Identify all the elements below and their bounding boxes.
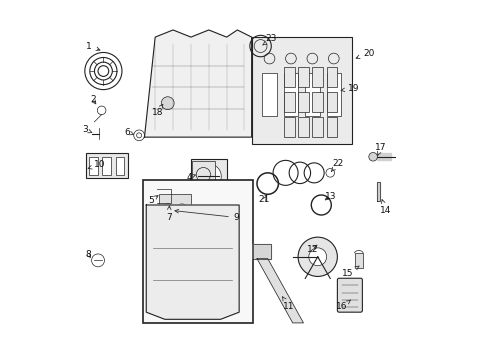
FancyBboxPatch shape (251, 37, 351, 144)
Text: 9: 9 (175, 210, 239, 222)
Polygon shape (253, 244, 271, 258)
FancyBboxPatch shape (85, 153, 128, 178)
Circle shape (196, 164, 221, 189)
Bar (142, 180, 253, 323)
Circle shape (298, 237, 337, 276)
Bar (298, 93, 308, 112)
Text: 11: 11 (282, 297, 294, 311)
Text: 2: 2 (90, 95, 96, 104)
Text: 19: 19 (340, 84, 359, 93)
Polygon shape (376, 153, 390, 160)
Polygon shape (146, 205, 239, 319)
Circle shape (220, 215, 229, 224)
Text: 13: 13 (324, 192, 335, 201)
FancyBboxPatch shape (337, 278, 362, 312)
FancyBboxPatch shape (192, 161, 214, 188)
Bar (283, 73, 298, 116)
FancyBboxPatch shape (159, 194, 190, 226)
FancyBboxPatch shape (190, 158, 226, 194)
Circle shape (156, 294, 164, 302)
Circle shape (368, 153, 377, 161)
Text: 3: 3 (82, 126, 92, 135)
Text: 1: 1 (86, 41, 100, 50)
Text: 7: 7 (165, 206, 171, 222)
Text: 5: 5 (148, 195, 158, 205)
Text: 23: 23 (262, 35, 276, 45)
Text: 8: 8 (85, 250, 91, 259)
Text: 10: 10 (88, 161, 105, 170)
Text: 20: 20 (355, 49, 374, 59)
Circle shape (308, 248, 326, 266)
Text: 22: 22 (331, 159, 343, 171)
Bar (283, 67, 294, 87)
Circle shape (161, 97, 174, 110)
Polygon shape (376, 182, 380, 202)
Bar (305, 73, 319, 116)
Text: 6: 6 (124, 128, 133, 137)
Text: 15: 15 (342, 266, 358, 278)
Bar (326, 93, 337, 112)
Text: 4: 4 (186, 173, 195, 182)
Bar (298, 67, 308, 87)
Bar (354, 253, 363, 267)
Bar (298, 117, 308, 137)
Bar (102, 157, 111, 175)
Circle shape (175, 204, 188, 217)
Bar (262, 73, 276, 116)
Bar (326, 117, 337, 137)
Bar (312, 93, 323, 112)
Bar (312, 117, 323, 137)
Polygon shape (257, 258, 303, 323)
Circle shape (161, 204, 174, 217)
Circle shape (220, 294, 229, 302)
Bar (283, 93, 294, 112)
Text: 17: 17 (374, 143, 386, 156)
Bar (326, 67, 337, 87)
Bar (312, 67, 323, 87)
Text: 16: 16 (336, 300, 350, 311)
Polygon shape (144, 30, 251, 137)
Text: 18: 18 (151, 104, 163, 117)
Text: 12: 12 (306, 245, 317, 254)
Bar (115, 157, 124, 175)
Bar (326, 73, 340, 116)
Circle shape (156, 215, 164, 224)
Bar (89, 157, 98, 175)
Text: 14: 14 (379, 199, 390, 215)
Text: 21: 21 (258, 195, 269, 204)
Bar (283, 117, 294, 137)
